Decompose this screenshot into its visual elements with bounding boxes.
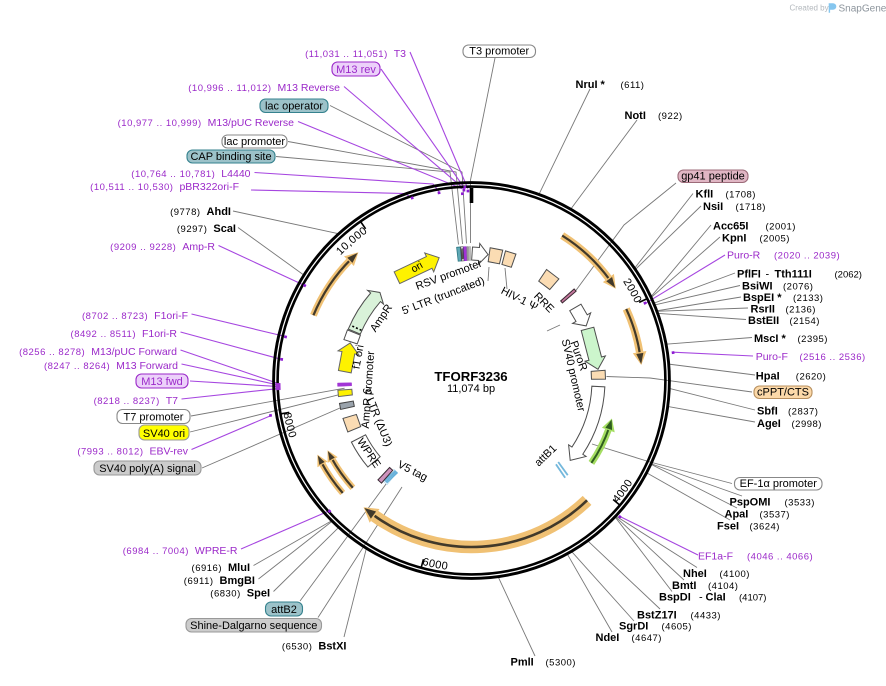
svg-text:(10,764 .. 10,781)L4440: (10,764 .. 10,781)L4440 xyxy=(131,168,250,180)
svg-text:M13 fwd: M13 fwd xyxy=(141,376,183,388)
svg-text:(9209 .. 9228)Amp-R: (9209 .. 9228)Amp-R xyxy=(110,241,215,253)
svg-text:(8218 .. 8237)T7: (8218 .. 8237)T7 xyxy=(94,395,179,407)
svg-text:Puro-R: Puro-R xyxy=(727,250,761,262)
svg-text:EF1a-F: EF1a-F xyxy=(698,551,733,563)
svg-text:(5300): (5300) xyxy=(546,658,576,669)
svg-text:(6916)MluI: (6916)MluI xyxy=(192,562,250,574)
svg-text:MscI *: MscI * xyxy=(754,333,787,345)
svg-text:lac operator: lac operator xyxy=(265,101,323,113)
svg-text:BsiWI: BsiWI xyxy=(742,281,773,293)
svg-text:(7993 .. 8012)EBV-rev: (7993 .. 8012)EBV-rev xyxy=(77,446,188,458)
svg-text:(611): (611) xyxy=(621,80,645,91)
svg-text:(6984 .. 7004)WPRE-R: (6984 .. 7004)WPRE-R xyxy=(123,545,238,557)
svg-text:(922): (922) xyxy=(658,111,683,122)
svg-text:BspEI *: BspEI * xyxy=(743,292,782,304)
svg-text:(3533): (3533) xyxy=(785,498,815,509)
svg-text:(2136): (2136) xyxy=(786,305,816,316)
svg-text:BstEII: BstEII xyxy=(748,315,779,327)
svg-text:(9297)ScaI: (9297)ScaI xyxy=(177,223,236,235)
svg-text:PmlI: PmlI xyxy=(511,657,534,669)
svg-text:(2837): (2837) xyxy=(788,407,818,418)
svg-text:(4100): (4100) xyxy=(720,569,750,580)
svg-text:T7 promoter: T7 promoter xyxy=(124,412,184,424)
svg-text:(4107): (4107) xyxy=(739,593,766,604)
svg-text:NheI: NheI xyxy=(683,568,707,580)
svg-text:(2620): (2620) xyxy=(796,372,826,383)
svg-text:(2516 .. 2536): (2516 .. 2536) xyxy=(800,352,866,363)
svg-text:(8702 .. 8723)F1ori-F: (8702 .. 8723)F1ori-F xyxy=(82,310,188,322)
svg-text:-: - xyxy=(699,592,703,604)
svg-text:(2005): (2005) xyxy=(760,234,790,245)
svg-text:NruI *: NruI * xyxy=(576,79,606,91)
svg-text:ApaI: ApaI xyxy=(725,509,749,521)
svg-text:(2133): (2133) xyxy=(793,293,823,304)
svg-text:Created by: Created by xyxy=(790,4,829,13)
svg-text:ClaI: ClaI xyxy=(706,592,726,604)
svg-text:gp41 peptide: gp41 peptide xyxy=(681,171,745,183)
svg-text:(4433): (4433) xyxy=(691,611,721,622)
svg-text:(10,996 .. 11,012)M13 Reverse: (10,996 .. 11,012)M13 Reverse xyxy=(188,82,340,94)
svg-text:(2076): (2076) xyxy=(783,282,813,293)
svg-text:Shine-Dalgarno sequence: Shine-Dalgarno sequence xyxy=(190,620,317,632)
svg-text:(9778)AhdI: (9778)AhdI xyxy=(170,206,231,218)
svg-text:TFORF3236: TFORF3236 xyxy=(434,369,507,384)
svg-text:(1718): (1718) xyxy=(736,202,766,213)
svg-text:PflFI: PflFI xyxy=(737,269,761,281)
svg-text:(2154): (2154) xyxy=(790,316,820,327)
svg-text:(4647): (4647) xyxy=(632,633,662,644)
svg-text:(2020 .. 2039): (2020 .. 2039) xyxy=(774,251,840,262)
svg-text:SbfI: SbfI xyxy=(757,406,778,418)
svg-text:NdeI: NdeI xyxy=(596,632,620,644)
svg-text:BspDI: BspDI xyxy=(659,592,691,604)
svg-text:T3 promoter: T3 promoter xyxy=(469,46,529,58)
svg-text:NotI: NotI xyxy=(625,110,646,122)
svg-text:(6830)SpeI: (6830)SpeI xyxy=(210,588,270,600)
svg-text:Puro-F: Puro-F xyxy=(756,351,788,363)
svg-text:(2062): (2062) xyxy=(835,270,862,281)
svg-text:(8492 .. 8511)F1ori-R: (8492 .. 8511)F1ori-R xyxy=(71,328,178,340)
svg-text:(3624): (3624) xyxy=(750,522,780,533)
svg-text:FseI: FseI xyxy=(717,521,739,533)
svg-text:M13 rev: M13 rev xyxy=(336,64,376,76)
svg-text:CAP binding site: CAP binding site xyxy=(190,151,271,163)
svg-text:(6911)BmgBI: (6911)BmgBI xyxy=(184,575,255,587)
svg-text:BmtI: BmtI xyxy=(672,580,696,592)
svg-text:(2001): (2001) xyxy=(766,222,796,233)
svg-text:11,074 bp: 11,074 bp xyxy=(447,383,495,395)
svg-text:PspOMI: PspOMI xyxy=(730,497,771,509)
svg-text:KpnI: KpnI xyxy=(722,233,746,245)
svg-text:KflI: KflI xyxy=(696,189,714,201)
svg-text:(1708): (1708) xyxy=(726,190,756,201)
svg-text:(4046 .. 4066): (4046 .. 4066) xyxy=(747,552,813,563)
svg-text:SV40 ori: SV40 ori xyxy=(143,428,185,440)
svg-text:lac promoter: lac promoter xyxy=(224,136,285,148)
svg-text:AgeI: AgeI xyxy=(757,418,781,430)
svg-text:cPPT/CTS: cPPT/CTS xyxy=(757,387,809,399)
svg-text:Acc65I: Acc65I xyxy=(713,221,748,233)
svg-text:SnapGene: SnapGene xyxy=(839,4,886,15)
svg-text:-: - xyxy=(766,269,770,281)
svg-text:SgrDI: SgrDI xyxy=(619,621,648,633)
svg-text:NsiI: NsiI xyxy=(703,201,723,213)
svg-text:(4605): (4605) xyxy=(662,622,692,633)
svg-text:(2998): (2998) xyxy=(792,419,822,430)
svg-text:(8256 .. 8278)M13/pUC Forward: (8256 .. 8278)M13/pUC Forward xyxy=(19,346,177,358)
svg-text:(3537): (3537) xyxy=(760,510,790,521)
svg-text:(10,511 .. 10,530)pBR322ori-F: (10,511 .. 10,530)pBR322ori-F xyxy=(90,181,239,193)
svg-text:SV40 poly(A) signal: SV40 poly(A) signal xyxy=(99,463,196,475)
svg-text:EF-1α promoter: EF-1α promoter xyxy=(740,478,818,490)
svg-text:(2395): (2395) xyxy=(798,334,828,345)
svg-text:RsrII: RsrII xyxy=(751,304,775,316)
svg-text:(4104): (4104) xyxy=(708,581,738,592)
svg-text:HpaI: HpaI xyxy=(756,371,780,383)
svg-text:attB2: attB2 xyxy=(271,604,297,616)
svg-text:Tth111I: Tth111I xyxy=(775,269,812,281)
